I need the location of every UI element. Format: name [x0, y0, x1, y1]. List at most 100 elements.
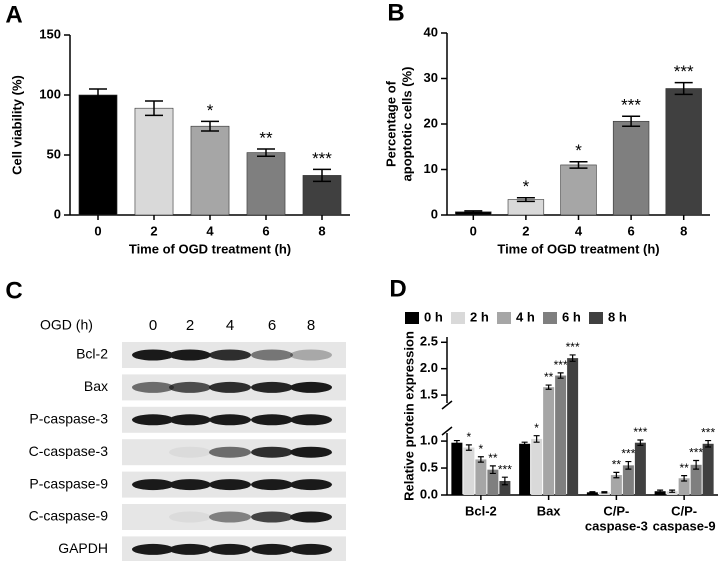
blot-band	[209, 446, 251, 458]
x-tick-label: 4	[575, 223, 583, 238]
x-tick-label: caspase-9	[653, 518, 716, 533]
blot-band	[290, 446, 332, 458]
error-bar	[521, 441, 528, 446]
significance-label: *	[534, 421, 539, 435]
blot-band	[290, 511, 332, 523]
bar	[543, 387, 555, 495]
x-tick-label: C/P-	[603, 503, 629, 518]
x-tick-label: Bax	[537, 503, 562, 518]
blot-band	[209, 349, 251, 361]
blot-band	[169, 414, 211, 426]
error-bar	[545, 384, 552, 390]
blot-band	[290, 381, 332, 393]
bar	[519, 443, 531, 495]
y-axis-label: Cell viability (%)	[9, 75, 24, 175]
y-axis-label: Percentage of	[383, 80, 398, 167]
panel-label: D	[389, 275, 406, 302]
y-tick-label: 0	[54, 206, 61, 221]
error-bar	[569, 354, 576, 362]
error-bar	[681, 474, 688, 482]
blot-band	[209, 381, 251, 393]
bar	[690, 464, 702, 495]
significance-label: *	[575, 141, 582, 160]
significance-label: **	[259, 128, 273, 147]
significance-label: ***	[312, 149, 332, 168]
blot-band	[132, 349, 174, 361]
bar	[612, 120, 650, 216]
legend-swatch	[497, 312, 511, 324]
lane-label: 4	[226, 317, 234, 334]
bar	[134, 107, 174, 216]
bar	[654, 491, 666, 495]
blot-band	[209, 511, 251, 523]
row-label: C-caspase-9	[29, 508, 109, 524]
bar	[555, 375, 567, 495]
blot-band	[209, 479, 251, 491]
error-bar	[501, 476, 508, 486]
error-bar	[477, 456, 484, 463]
blot-band	[290, 349, 332, 361]
error-bar	[693, 459, 700, 470]
y-tick-label: 1.0	[420, 433, 438, 448]
bar	[678, 478, 690, 495]
x-tick-label: Bcl-2	[465, 503, 497, 518]
bar	[487, 469, 499, 495]
bar	[531, 438, 543, 495]
blot-band	[251, 446, 293, 458]
significance-label: *	[479, 442, 484, 456]
error-bar	[674, 81, 693, 96]
blot-band	[169, 446, 211, 458]
row-label: C-caspase-3	[29, 443, 109, 459]
error-bar	[657, 489, 664, 493]
y-tick-label: 2.0	[420, 360, 438, 375]
error-bar	[465, 444, 472, 451]
blot-band	[132, 381, 174, 393]
bar	[567, 358, 579, 495]
error-bar	[669, 489, 676, 493]
y-tick-label: 0.5	[420, 459, 438, 474]
significance-label: *	[523, 177, 530, 196]
blot-band	[169, 479, 211, 491]
y-tick-label: 2.5	[420, 334, 438, 349]
y-tick-label: 20	[424, 115, 438, 130]
y-axis-label: Relative protein expression	[401, 331, 416, 501]
y-tick-label: 100	[39, 86, 61, 101]
error-bar	[589, 491, 596, 494]
error-bar	[622, 115, 641, 128]
bar	[610, 475, 622, 495]
blot-band	[169, 543, 211, 555]
error-bar	[453, 439, 460, 446]
blot-band	[251, 543, 293, 555]
significance-label: ***	[701, 426, 715, 440]
row-label: Bax	[84, 378, 108, 394]
y-tick-label: 150	[39, 26, 61, 41]
blot-band	[169, 381, 211, 393]
y-tick-label: 1.5	[420, 387, 438, 402]
legend-label: 4 h	[516, 309, 535, 324]
bar	[598, 492, 610, 495]
error-bar	[145, 100, 163, 117]
row-label: GAPDH	[58, 540, 108, 556]
blot-band	[209, 414, 251, 426]
bar	[190, 125, 230, 216]
x-tick-label: 8	[318, 223, 325, 238]
panel-label: A	[5, 1, 22, 28]
legend-swatch	[543, 312, 557, 324]
significance-label: ***	[633, 425, 647, 439]
significance-label: ***	[621, 447, 635, 461]
error-bar	[516, 196, 535, 203]
blot-band	[290, 479, 332, 491]
error-bar	[613, 471, 620, 479]
bar	[622, 465, 634, 495]
lane-label: 8	[307, 317, 315, 334]
legend-swatch	[405, 312, 419, 324]
blot-band	[251, 349, 293, 361]
y-tick-label: 0.0	[420, 486, 438, 501]
error-bar	[257, 148, 275, 157]
error-bar	[464, 210, 483, 214]
x-tick-label: 8	[680, 223, 687, 238]
x-tick-label: 0	[94, 223, 101, 238]
bar	[665, 88, 702, 216]
